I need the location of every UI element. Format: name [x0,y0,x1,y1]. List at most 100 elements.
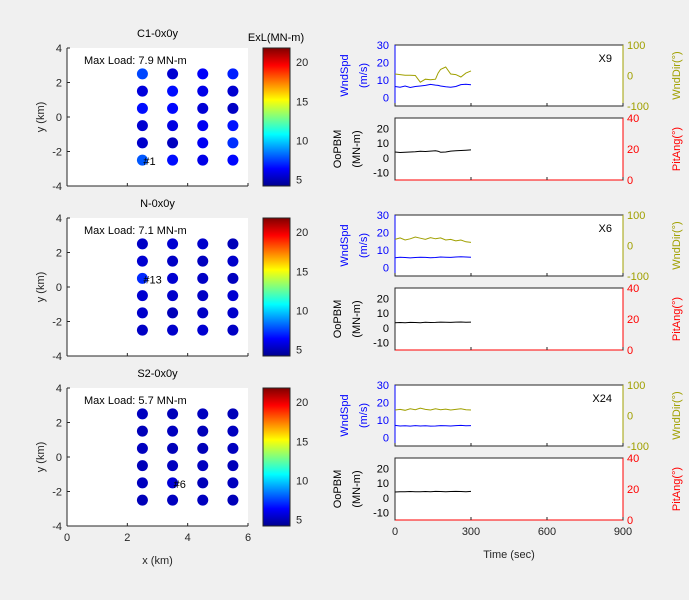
turbine-dot-r4-c3 [227,137,239,149]
y-tick-label: 0 [56,452,62,464]
turbine-dot-r2-c3 [227,102,239,114]
y-tick-label: 4 [56,213,62,225]
turbine-dot-r4-c0 [136,477,148,489]
colorbar-tick-label: 5 [296,515,302,527]
wnddir-tick-label: 100 [627,210,645,222]
y-tick-label: -4 [52,521,62,533]
turbine-dot-r0-c0 [136,408,148,420]
wnddir-tick-label: 100 [627,40,645,52]
time-axis-label: Time (sec) [483,549,535,561]
y-tick-label: 4 [56,383,62,395]
pitang-label: PitAng(°) [671,297,683,341]
oopbm-series [394,490,472,493]
colorbar [262,387,291,527]
turbine-dot-r5-c0 [136,494,148,506]
turbine-dot-r3-c0 [136,120,148,132]
colorbar-tick-label: 15 [296,96,308,108]
pitang-label: PitAng(°) [671,127,683,171]
oopbm-tick-label: -10 [373,338,389,350]
y-axis-label: y (km) [35,442,47,473]
scatter-axes-1 [67,48,248,186]
oopbm-tick-label: 10 [377,138,389,150]
load-axes [394,117,624,181]
wnddir-tick-label: 0 [627,241,633,253]
scatter-title: C1-0x0y [137,28,178,40]
y-tick-label: 2 [56,418,62,430]
pitang-tick-label: 40 [627,113,639,125]
colorbar-tick-label: 15 [296,266,308,278]
y-tick-label: -4 [52,351,62,363]
oopbm-tick-label: 0 [383,493,389,505]
turbine-dot-r2-c2 [197,102,209,114]
wind-axes [394,44,624,107]
turbine-dot-r0-c3 [227,408,239,420]
wind-axes [394,384,624,447]
turbine-dot-r5-c3 [227,324,239,336]
time-tick-label: 600 [538,526,556,538]
colorbar-tick-label: 5 [296,345,302,357]
turbine-dot-r0-c2 [197,408,209,420]
colorbar-tick-label: 10 [296,306,308,318]
time-tick-label: 900 [614,526,632,538]
colorbar-tick-label: 20 [296,227,308,239]
wnddir-tick-label: -100 [627,271,649,283]
oopbm-tick-label: 20 [377,463,389,475]
oopbm-tick-label: 10 [377,478,389,490]
colorbar-tick-label: 10 [296,476,308,488]
turbine-dot-r4-c2 [197,307,209,319]
turbine-dot-r1-c1 [167,255,179,267]
turbine-dot-r5-c1 [167,494,179,506]
oopbm-tick-label: 0 [383,323,389,335]
max-load-turbine-label: #13 [143,274,161,286]
x-tick-label: 4 [185,532,191,544]
turbine-dot-r4-c1 [167,137,179,149]
wnddir-series [394,407,472,411]
turbine-dot-r1-c2 [197,85,209,97]
pitang-label: PitAng(°) [671,467,683,511]
turbine-dot-r3-c0 [136,460,148,472]
turbine-dot-r2-c0 [136,102,148,114]
turbine-dot-r5-c3 [227,494,239,506]
scatter-title: S2-0x0y [137,368,178,380]
wndspd-tick-label: 10 [377,415,389,427]
wnddir-series [394,66,472,83]
wnddir-tick-label: 0 [627,411,633,423]
pitang-tick-label: 20 [627,484,639,496]
turbine-dot-r1-c2 [197,425,209,437]
oopbm-series [394,149,472,154]
load-axes [394,457,624,521]
wnddir-label: WndDir(°) [671,391,683,439]
turbine-dot-r1-c1 [167,85,179,97]
y-tick-label: 2 [56,248,62,260]
wnddir-tick-label: 0 [627,71,633,83]
wndspd-tick-label: 10 [377,245,389,257]
y-tick-label: -2 [52,487,62,499]
pitang-tick-label: 0 [627,515,633,527]
x-tick-label: 0 [64,532,70,544]
turbine-dot-r3-c1 [167,290,179,302]
wndspd-unit-label: (m/s) [358,233,370,258]
wndspd-tick-label: 0 [383,262,389,274]
turbine-dot-r2-c1 [167,102,179,114]
wnddir-label: WndDir(°) [671,51,683,99]
turbine-dot-r0-c3 [227,68,239,80]
wndspd-tick-label: 20 [377,397,389,409]
turbine-dot-r1-c1 [167,425,179,437]
oopbm-tick-label: -10 [373,508,389,520]
wndspd-unit-label: (m/s) [358,63,370,88]
turbine-dot-r4-c2 [197,137,209,149]
y-tick-label: 2 [56,78,62,90]
turbine-dot-r5-c0 [136,154,148,166]
colorbar-tick-label: 10 [296,136,308,148]
turbine-dot-r3-c1 [167,460,179,472]
max-load-turbine-label: #1 [143,156,155,168]
turbine-dot-r5-c2 [197,494,209,506]
wndspd-series [394,83,472,89]
pitang-tick-label: 40 [627,453,639,465]
turbine-id-label: X24 [592,393,612,405]
y-tick-label: 0 [56,112,62,124]
turbine-dot-r1-c3 [227,85,239,97]
wind-axes [394,214,624,277]
pitang-tick-label: 20 [627,314,639,326]
turbine-dot-r0-c0 [136,68,148,80]
